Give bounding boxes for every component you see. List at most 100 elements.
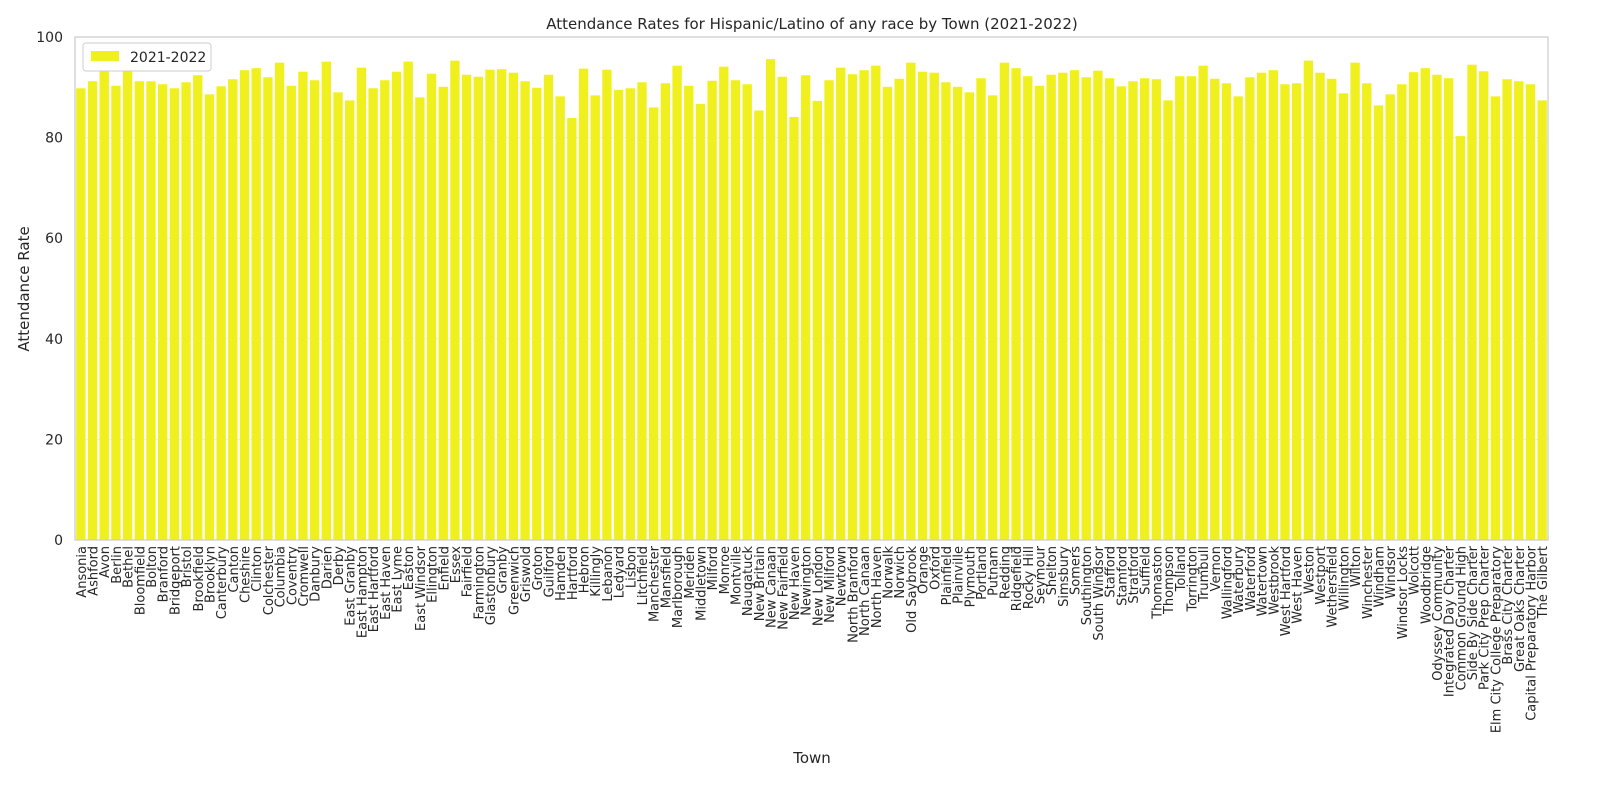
bar — [1034, 85, 1045, 540]
x-tick-label: Brookfield — [192, 546, 207, 611]
x-tick-label: South Windsor — [1092, 545, 1107, 640]
bar — [917, 71, 928, 540]
x-tick-label: North Haven — [870, 546, 885, 628]
bar — [1432, 74, 1442, 540]
bar — [1198, 65, 1208, 541]
x-tick-label: Side By Side Charter — [1466, 545, 1481, 680]
bars — [76, 59, 1547, 541]
bar — [719, 66, 729, 540]
bar — [1186, 76, 1197, 540]
x-tick-label: Tolland — [1174, 546, 1189, 592]
x-tick-label: Montville — [730, 546, 745, 605]
y-tick-label: 20 — [45, 432, 63, 448]
bar — [1210, 78, 1220, 541]
x-tick-label: Vernon — [1209, 546, 1224, 591]
x-tick-label: Wolcott — [1408, 546, 1423, 595]
bar — [76, 88, 86, 540]
bar — [1490, 96, 1501, 540]
x-tick-label: East Granby — [344, 546, 359, 626]
bar — [859, 70, 869, 540]
bar — [1327, 78, 1337, 541]
x-tick-label: Seymour — [1033, 545, 1048, 604]
bar — [321, 61, 332, 540]
x-tick-label: Easton — [402, 546, 417, 590]
x-tick-label: Shelton — [1045, 546, 1060, 595]
legend-label: 2021-2022 — [130, 50, 206, 66]
x-tick-label: Elm City College Preparatory — [1489, 546, 1504, 733]
bar — [695, 103, 706, 541]
x-tick-label: Granby — [496, 546, 511, 594]
bar — [1081, 77, 1091, 541]
x-tick-label: Windsor — [1384, 545, 1399, 598]
bar — [1315, 72, 1325, 540]
bar — [742, 84, 752, 541]
x-tick-label: Plymouth — [963, 546, 978, 607]
bar — [309, 80, 320, 541]
x-tick-label: Odyssey Community — [1431, 546, 1446, 681]
bar — [1256, 72, 1267, 540]
x-tick-label: Manchester — [648, 545, 663, 622]
y-tick-label: 60 — [45, 231, 63, 247]
x-tick-label: Westbrook — [1267, 546, 1282, 615]
bar — [882, 86, 893, 540]
bar — [1350, 62, 1360, 540]
bar — [871, 65, 881, 541]
x-tick-labels: AnsoniaAshfordAvonBerlinBethelBloomfield… — [75, 545, 1551, 733]
bar — [672, 65, 682, 541]
x-tick-label: Woodbridge — [1419, 546, 1434, 624]
x-tick-label: Monroe — [718, 546, 733, 594]
x-tick-label: Westport — [1314, 546, 1329, 605]
x-tick-label: Rocky Hill — [1022, 546, 1037, 609]
x-tick-label: Naugatuck — [741, 546, 756, 617]
bar — [543, 74, 554, 540]
bar — [976, 78, 986, 540]
x-tick-label: Glastonbury — [484, 546, 499, 626]
bar — [1420, 68, 1430, 540]
x-tick-label: Bridgeport — [168, 546, 183, 615]
x-tick-label: Coventry — [285, 546, 300, 605]
x-tick-label: New London — [811, 546, 826, 626]
bar — [754, 110, 764, 541]
bar — [415, 97, 425, 541]
y-tick-labels: 0 20 40 60 80 100 — [36, 30, 63, 549]
x-tick-label: The Gilbert — [1536, 546, 1551, 619]
x-tick-label: Hartford — [566, 546, 581, 600]
x-tick-label: Essex — [449, 546, 464, 584]
bar — [906, 62, 916, 540]
bar — [532, 87, 542, 540]
x-tick-label: Wallingford — [1221, 546, 1236, 619]
x-tick-label: Integrated Day Charter — [1443, 545, 1458, 697]
x-tick-label: Danbury — [309, 546, 324, 602]
bar — [1233, 96, 1243, 540]
bar — [1069, 70, 1080, 540]
x-tick-label: Ledyard — [613, 546, 628, 598]
bar — [941, 82, 951, 541]
x-tick-label: Newtown — [835, 546, 850, 606]
x-tick-label: Clinton — [250, 546, 265, 592]
x-tick-label: Stafford — [1104, 546, 1119, 598]
y-tick-label: 80 — [45, 131, 63, 147]
bar — [134, 81, 144, 540]
x-tick-label: Derby — [332, 546, 347, 586]
bar — [1245, 77, 1255, 541]
y-axis-label: Attendance Rate — [15, 226, 33, 351]
bar — [158, 84, 168, 541]
x-tick-label: Guilford — [542, 546, 557, 597]
bar — [929, 72, 939, 540]
x-tick-label: Waterford — [1244, 546, 1259, 610]
x-tick-label: Columbia — [274, 546, 289, 607]
bar — [1479, 71, 1489, 540]
x-tick-label: Waterbury — [1232, 546, 1247, 614]
x-tick-label: Darien — [320, 546, 335, 589]
x-tick-label: Stamford — [1115, 546, 1130, 606]
x-tick-label: Putnam — [987, 546, 1002, 596]
bar — [1116, 86, 1126, 540]
bar — [1385, 94, 1395, 540]
bar — [204, 94, 215, 540]
bar — [169, 88, 180, 540]
x-tick-label: Suffield — [1139, 546, 1154, 595]
x-tick-label: Lisbon — [624, 546, 639, 588]
bar — [228, 79, 238, 540]
x-tick-label: Common Ground High — [1454, 546, 1469, 691]
bar — [812, 100, 823, 541]
